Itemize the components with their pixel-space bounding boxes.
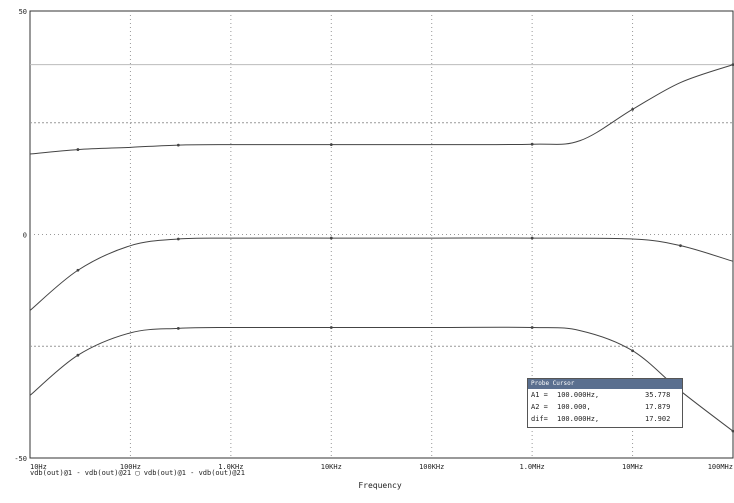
data-point [731,429,734,433]
probe-label: A2 = [531,403,548,411]
x-tick-label: 10Hz [30,463,47,471]
probe-y-value: 35.778 [645,391,671,399]
data-point [679,244,682,248]
data-point [176,326,180,330]
series-lines [29,63,734,433]
data-point [329,143,333,147]
probe-cursor-box[interactable]: Probe Cursor A1 = 100.000Hz, 35.778 A2 =… [527,378,683,428]
x-tick-label: 100Hz [120,463,141,471]
x-tick-label: 1.0MHz [519,463,544,471]
x-tick-label: 10KHz [321,463,342,471]
probe-row-a1: A1 = 100.000Hz, 35.778 [528,389,682,401]
data-point [76,148,80,151]
probe-label: dif= [531,415,548,423]
y-tick-label: 0 [23,232,27,240]
y-tick-label: 50 [19,8,27,16]
data-point [176,143,180,147]
series-line [29,64,734,155]
data-point [176,237,180,241]
x-axis-label: Frequency [358,481,402,490]
probe-row-a2: A2 = 100.000, 17.879 [528,401,682,413]
data-point [631,107,634,111]
data-point [530,142,534,146]
series-line [29,237,734,311]
data-point [731,63,734,67]
probe-y-value: 17.879 [645,403,671,411]
x-tick-label: 1.0KHz [218,463,243,471]
x-tick-labels: 10Hz 100Hz 1.0KHz 10KHz 100KHz 1.0MHz 10MHz 100… [30,463,733,471]
data-point [76,353,80,357]
legend-text: vdb(out)@1 - vdb(out)@21 ▢ vdb(out)@1 - … [30,469,245,477]
data-point [76,268,80,272]
data-point [329,326,333,329]
probe-y-value: 17.902 [645,415,671,423]
probe-row-dif: dif= 100.000Hz, 17.902 [528,413,682,425]
y-tick-labels: 50 0 -50 [14,8,27,463]
data-point [530,326,534,329]
x-tick-label: 100MHz [708,463,733,471]
probe-label: A1 = [531,391,548,399]
probe-x-value: 100.000, [557,403,591,411]
probe-cursor-title: Probe Cursor [528,379,682,389]
probe-x-value: 100.000Hz, [557,391,600,399]
probe-x-value: 100.000Hz, [557,415,600,423]
x-tick-label: 10MHz [622,463,643,471]
y-tick-label: -50 [14,455,27,463]
data-point [631,349,634,353]
data-point [530,236,534,240]
x-tick-label: 100KHz [419,463,444,471]
data-point [329,236,333,240]
